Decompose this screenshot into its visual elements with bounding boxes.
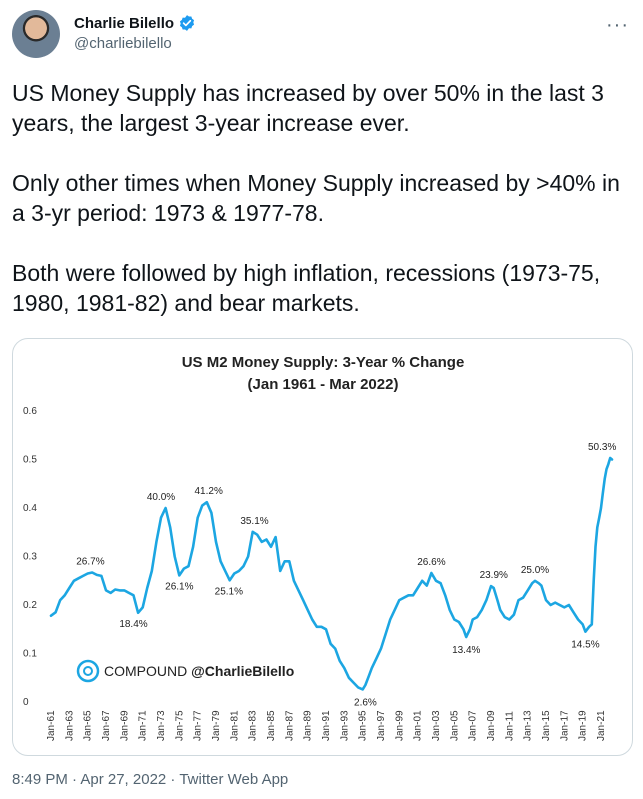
data-label: 25.0%: [521, 565, 549, 576]
data-label: 2.6%: [354, 697, 377, 708]
x-tick-label: Jan-75: [174, 710, 185, 741]
x-tick-label: Jan-21: [596, 710, 607, 741]
brand-text: COMPOUND @CharlieBilello: [104, 663, 294, 679]
x-tick-label: Jan-03: [431, 710, 442, 741]
x-tick-label: Jan-89: [303, 710, 314, 741]
author-name[interactable]: Charlie Bilello: [74, 14, 175, 32]
author-handle[interactable]: @charliebilello: [74, 35, 172, 52]
brand-handle: @CharlieBilello: [191, 663, 294, 679]
x-tick-label: Jan-91: [321, 710, 332, 741]
brand-prefix: COMPOUND: [104, 663, 191, 679]
x-tick-label: Jan-95: [358, 710, 369, 741]
chart-title-line2: (Jan 1961 - Mar 2022): [248, 376, 399, 393]
y-tick-label: 0.6: [23, 406, 37, 417]
tweet-paragraph: Only other times when Money Supply incre…: [12, 170, 620, 226]
tweet-timestamp[interactable]: 8:49 PM · Apr 27, 2022 · Twitter Web App: [12, 771, 289, 788]
verified-badge-icon: [179, 15, 195, 31]
compound-logo-inner: [83, 666, 93, 676]
data-label: 40.0%: [147, 492, 175, 503]
x-tick-label: Jan-79: [211, 710, 222, 741]
data-label: 26.7%: [76, 557, 104, 568]
y-tick-label: 0.2: [23, 600, 37, 611]
x-tick-label: Jan-07: [468, 710, 479, 741]
brand-logo: COMPOUND @CharlieBilello: [76, 659, 294, 683]
data-label: 41.2%: [194, 486, 222, 497]
chart-image[interactable]: US M2 Money Supply: 3-Year % Change (Jan…: [12, 338, 633, 756]
data-label: 23.9%: [480, 570, 508, 581]
x-tick-label: Jan-81: [229, 710, 240, 741]
x-tick-label: Jan-13: [523, 710, 534, 741]
y-tick-label: 0.4: [23, 503, 37, 514]
x-tick-label: Jan-67: [101, 710, 112, 741]
data-label: 26.6%: [417, 557, 445, 568]
x-tick-label: Jan-17: [559, 710, 570, 741]
x-tick-label: Jan-61: [46, 710, 57, 741]
tweet-text: US Money Supply has increased by over 50…: [12, 78, 632, 348]
x-tick-label: Jan-09: [486, 710, 497, 741]
x-tick-label: Jan-77: [193, 710, 204, 741]
x-tick-label: Jan-15: [541, 710, 552, 741]
data-label: 50.3%: [588, 442, 616, 453]
data-label: 25.1%: [215, 586, 243, 597]
x-tick-label: Jan-87: [284, 710, 295, 741]
data-label: 14.5%: [571, 640, 599, 651]
x-tick-label: Jan-93: [339, 710, 350, 741]
x-tick-label: Jan-99: [394, 710, 405, 741]
y-tick-label: 0.1: [23, 649, 37, 660]
compound-logo-icon: [76, 659, 100, 683]
more-icon[interactable]: ···: [606, 14, 629, 36]
x-tick-label: Jan-01: [413, 710, 424, 741]
x-tick-label: Jan-73: [156, 710, 167, 741]
x-tick-label: Jan-19: [578, 710, 589, 741]
y-tick-label: 0.5: [23, 455, 37, 466]
tweet-paragraph: US Money Supply has increased by over 50…: [12, 80, 604, 136]
x-tick-label: Jan-63: [64, 710, 75, 741]
m2-chart: US M2 Money Supply: 3-Year % Change (Jan…: [23, 354, 616, 741]
data-label: 13.4%: [452, 645, 480, 656]
x-tick-label: Jan-97: [376, 710, 387, 741]
x-tick-label: Jan-11: [504, 711, 515, 741]
author-row: Charlie Bilello: [74, 14, 196, 32]
tweet-paragraph: Both were followed by high inflation, re…: [12, 260, 601, 316]
series-line: [49, 456, 614, 691]
data-label: 35.1%: [240, 516, 268, 527]
y-tick-label: 0.3: [23, 552, 37, 563]
y-tick-label: 0: [23, 697, 29, 708]
data-label: 26.1%: [165, 581, 193, 592]
x-tick-label: Jan-69: [119, 710, 130, 741]
avatar[interactable]: [12, 10, 60, 58]
x-tick-label: Jan-83: [248, 710, 259, 741]
x-tick-label: Jan-05: [449, 710, 460, 741]
chart-title-line1: US M2 Money Supply: 3-Year % Change: [182, 354, 465, 371]
data-label: 18.4%: [119, 619, 147, 630]
x-tick-label: Jan-85: [266, 710, 277, 741]
x-tick-label: Jan-71: [138, 710, 149, 741]
x-tick-label: Jan-65: [83, 710, 94, 741]
